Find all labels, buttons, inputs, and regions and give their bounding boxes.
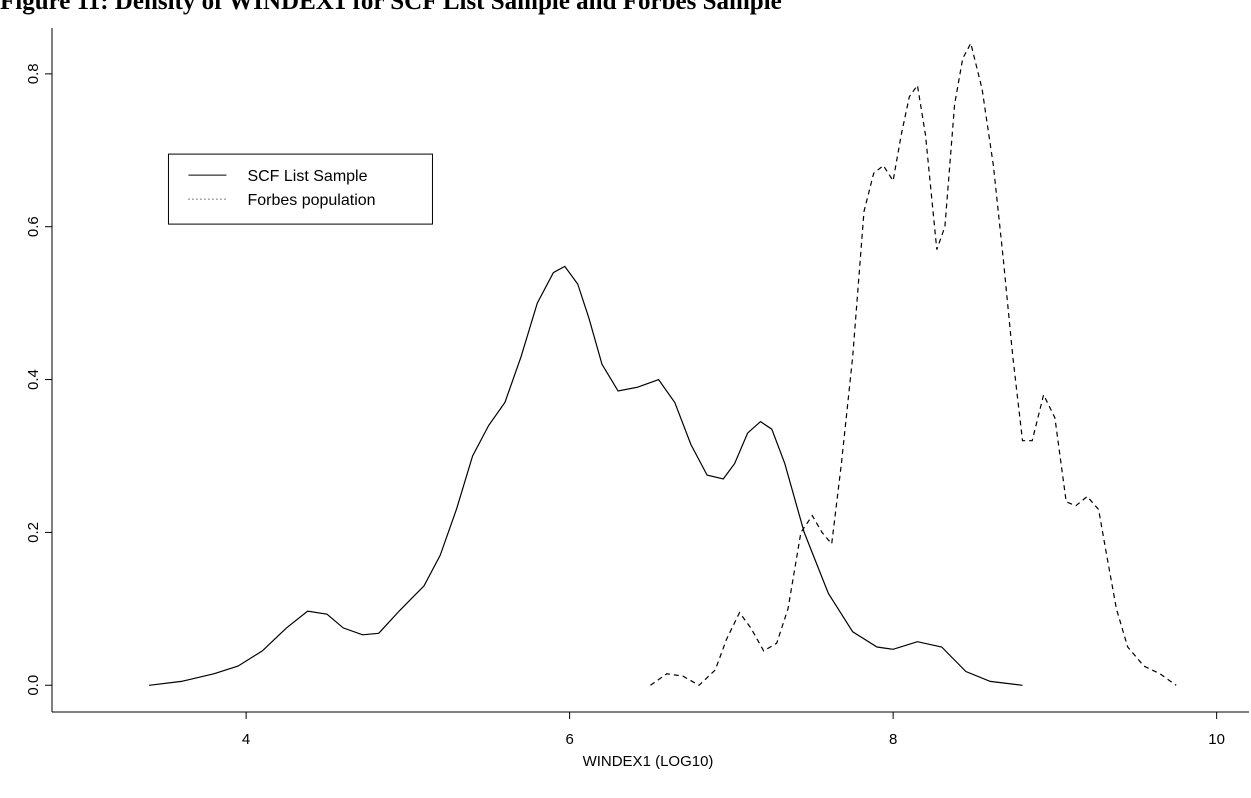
legend-label: SCF List Sample [247,168,367,185]
series-lines [149,41,1177,687]
legend-box [167,153,433,225]
chart-title: Figure 11: Density of WINDEX1 for SCF Li… [0,0,782,15]
series-line-scf-list-sample [149,265,1023,686]
series-line-forbes-population [650,41,1177,687]
x-tick-label: 6 [565,731,573,748]
y-tick-label: 0.0 [25,675,42,696]
x-axis-title: WINDEX1 (LOG10) [583,753,714,770]
x-tick-label: 10 [1208,731,1225,748]
y-tick-label: 0.8 [25,63,42,84]
x-tick-label: 8 [889,731,897,748]
y-tick-label: 0.6 [25,216,42,237]
y-tick-label: 0.4 [25,369,42,390]
x-tick-label: 4 [242,731,250,748]
legend: SCF List Sample Forbes population [167,153,433,225]
y-tick-label: 0.2 [25,522,42,543]
legend-label: Forbes population [247,192,375,209]
axes: 4 6 8 10 0.0 0.2 0.4 0.6 0.8 [25,28,1249,748]
